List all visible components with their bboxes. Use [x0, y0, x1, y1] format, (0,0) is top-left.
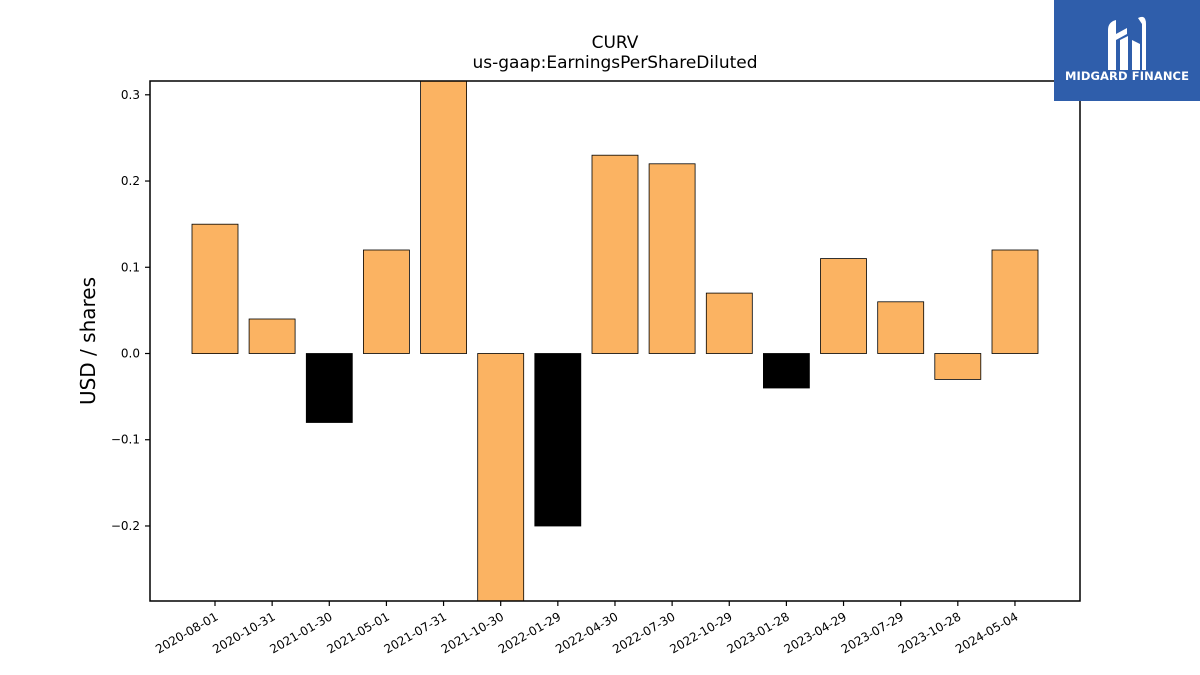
plot-frame [149, 80, 1081, 602]
x-tick-label: 2024-05-04 [953, 609, 1020, 656]
bar-2023-01-28 [763, 353, 810, 389]
y-axis-label: USD / shares [76, 277, 100, 405]
bar-2022-04-30 [591, 154, 639, 354]
x-tick-label: 2023-10-28 [896, 609, 963, 656]
bar-2024-05-04 [991, 249, 1039, 354]
x-tick-label: 2023-07-29 [839, 609, 906, 656]
bar-2021-10-30 [477, 353, 525, 602]
bar-2022-10-29 [705, 292, 753, 354]
bar-2020-10-31 [248, 318, 296, 354]
bar-2021-07-31 [420, 80, 468, 354]
x-tick-label: 2020-10-31 [210, 609, 277, 656]
x-tick-label: 2021-01-30 [267, 609, 334, 656]
bars [191, 80, 1039, 602]
chart-title: CURV [592, 33, 639, 53]
y-tick-label: −0.1 [111, 433, 140, 447]
y-tick-label: 0.0 [121, 347, 140, 361]
bar-2022-07-30 [648, 163, 696, 354]
chart-subtitle: us-gaap:EarningsPerShareDiluted [472, 53, 757, 73]
bar-2022-01-29 [534, 353, 582, 527]
x-tick-label: 2021-07-31 [382, 609, 449, 656]
y-tick-label: 0.1 [121, 260, 140, 274]
logo-text: MIDGARD FINANCE [1064, 69, 1190, 83]
y-ticks: −0.2 −0.1 0.0 0.1 0.2 0.3 [111, 88, 150, 533]
y-tick-label: 0.3 [121, 88, 140, 102]
x-tick-label: 2022-07-30 [610, 609, 677, 656]
bar-2021-05-01 [362, 249, 410, 354]
x-tick-label: 2021-10-30 [439, 609, 506, 656]
x-tick-label: 2022-10-29 [667, 609, 734, 656]
x-tick-label: 2022-04-30 [553, 609, 620, 656]
bar-2023-04-29 [820, 258, 867, 354]
x-tick-label: 2021-05-01 [325, 609, 392, 656]
bar-2023-10-28 [934, 353, 982, 380]
y-tick-label: 0.2 [121, 174, 140, 188]
x-tick-label: 2020-08-01 [153, 609, 220, 656]
brand-logo: MIDGARD FINANCE [1054, 0, 1200, 101]
bar-2023-07-29 [877, 301, 925, 354]
midgard-logo-icon [1108, 16, 1146, 70]
bar-2021-01-30 [305, 353, 353, 423]
bar-2020-08-01 [191, 223, 239, 354]
x-tick-label: 2023-04-29 [782, 609, 849, 656]
y-tick-label: −0.2 [111, 519, 140, 533]
x-ticks: 2020-08-012020-10-312021-01-302021-05-01… [153, 601, 1020, 656]
x-tick-label: 2022-01-29 [496, 609, 563, 656]
x-tick-label: 2023-01-28 [724, 609, 791, 656]
